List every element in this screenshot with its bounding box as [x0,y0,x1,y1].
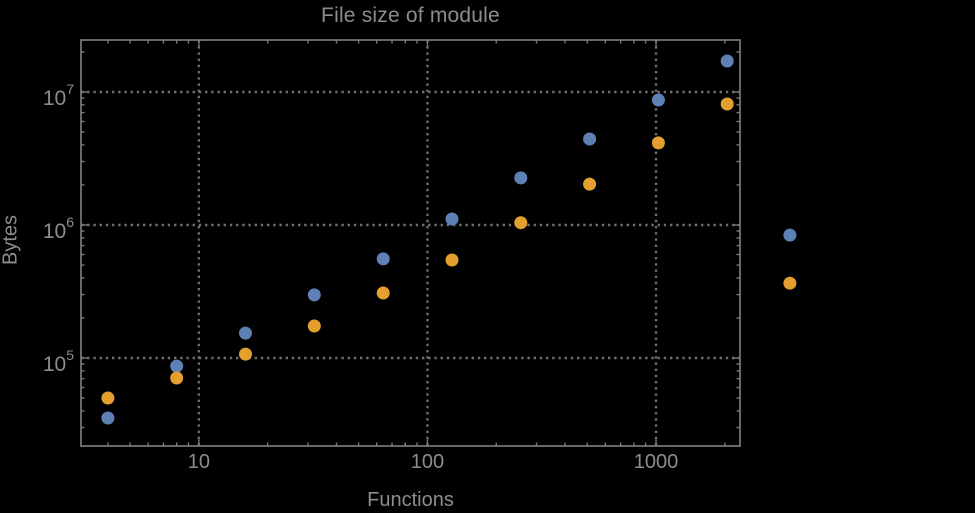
x-tick-label: 100 [411,451,444,473]
data-point-orange [783,276,797,290]
data-point-orange [720,97,734,111]
data-point-blue [101,411,115,425]
data-point-blue [583,132,597,146]
x-axis-label: Functions [367,489,454,511]
data-point-blue [720,54,734,68]
data-point-blue [651,93,665,107]
data-point-blue [445,212,459,226]
plot-title: File size of module [321,4,500,27]
data-point-blue [783,228,797,242]
data-point-orange [651,136,665,150]
data-point-blue [376,252,390,266]
data-point-orange [514,216,528,230]
data-point-blue [170,359,184,373]
data-point-orange [239,347,252,361]
data-point-orange [376,286,390,300]
plot-frame [80,39,741,447]
data-point-blue [514,171,528,185]
x-tick-label: 10 [188,451,210,473]
y-tick-label: 106 [43,214,74,243]
data-point-orange [445,253,459,267]
y-tick-label: 105 [43,347,74,376]
y-tick-label: 107 [43,81,74,110]
data-point-orange [307,319,321,333]
x-tick-label: 1000 [634,451,679,473]
data-point-blue [307,288,321,302]
data-point-orange [170,371,184,385]
data-point-blue [239,326,252,340]
data-point-orange [583,177,597,191]
data-point-orange [101,391,115,405]
